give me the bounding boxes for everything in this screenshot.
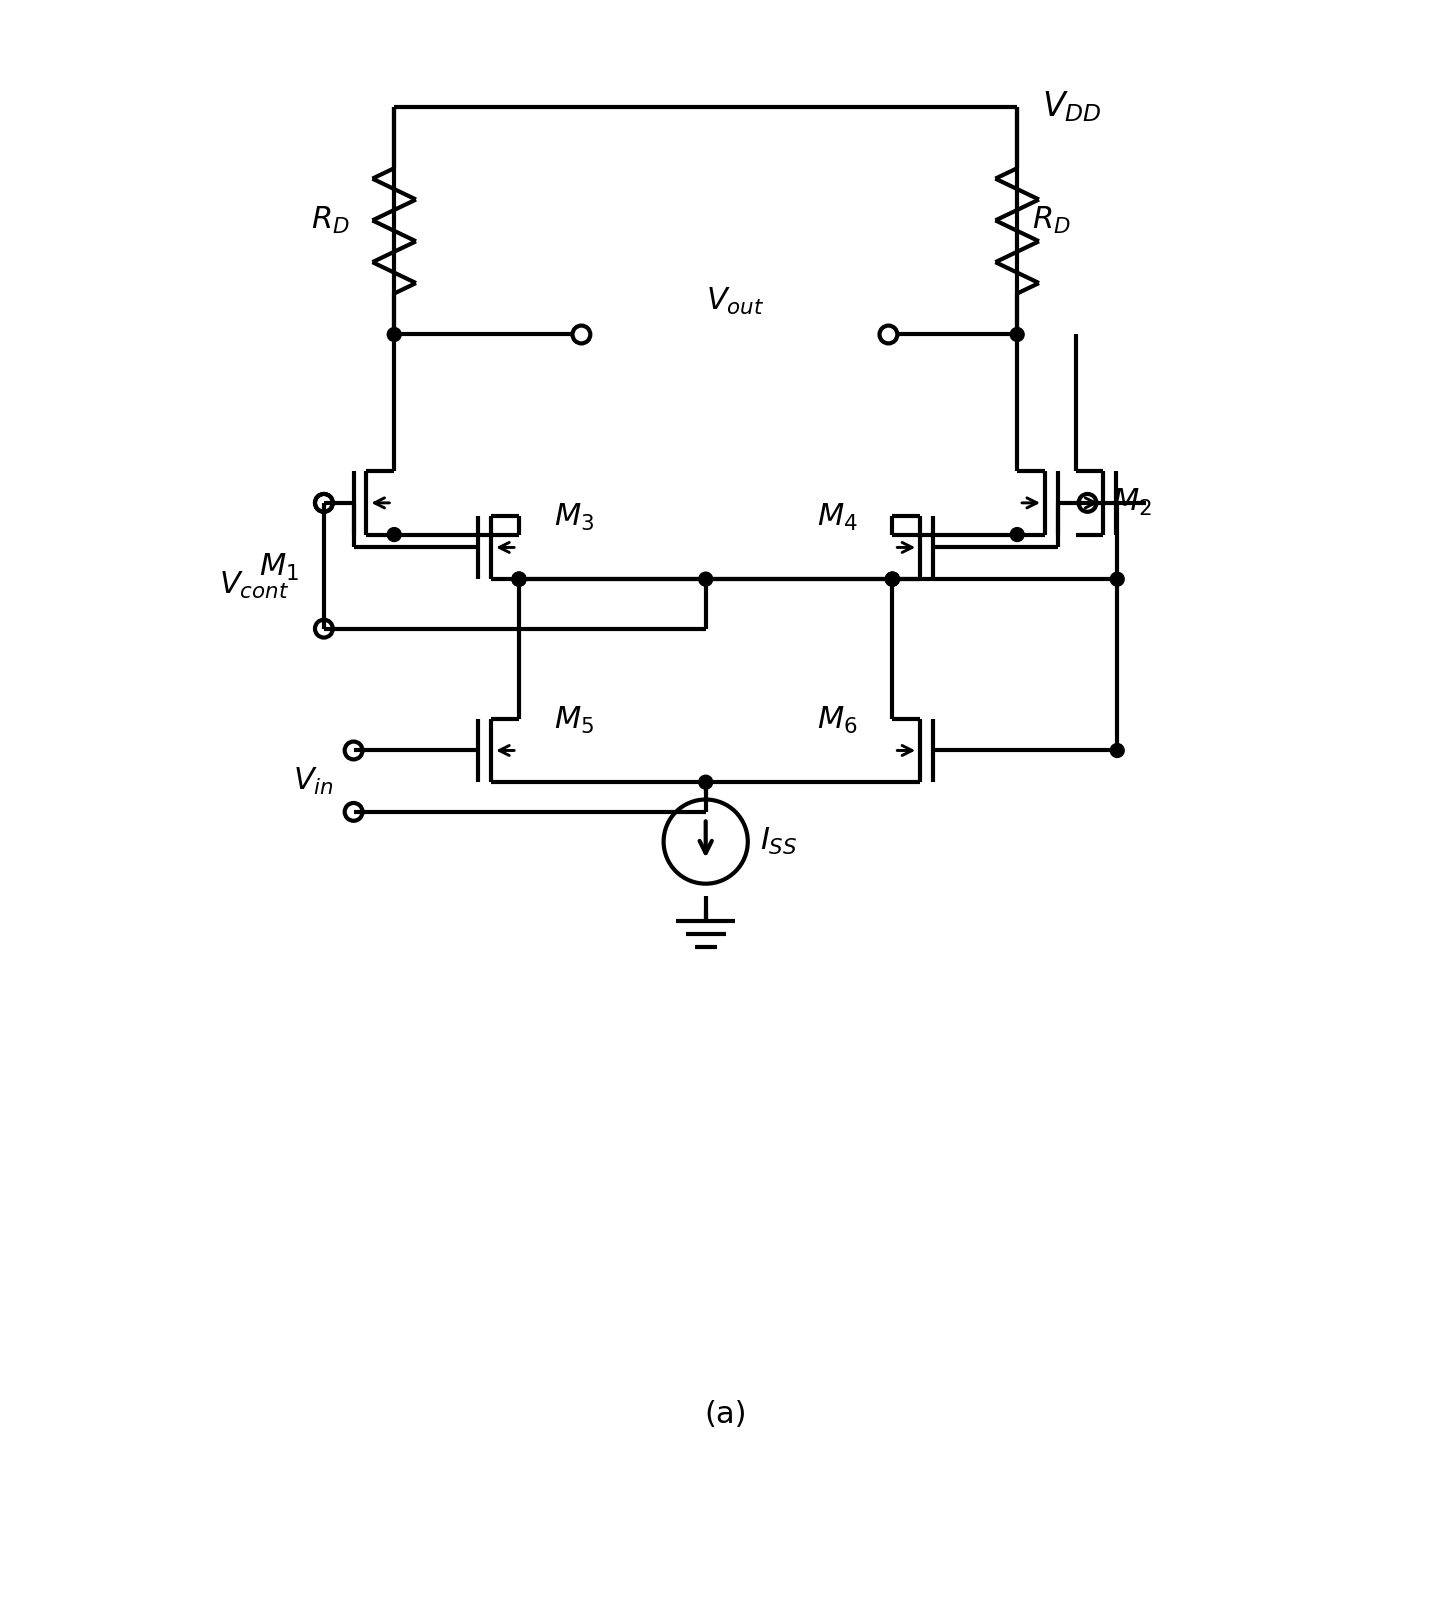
Text: $V_{DD}$: $V_{DD}$: [1043, 90, 1102, 125]
Text: $V_{in}$: $V_{in}$: [293, 766, 334, 797]
Circle shape: [886, 573, 899, 586]
Text: $R_D$: $R_D$: [311, 205, 350, 237]
Text: $M_3$: $M_3$: [553, 501, 594, 533]
Text: $M_5$: $M_5$: [553, 704, 594, 736]
Circle shape: [1111, 573, 1124, 586]
Text: $M_4$: $M_4$: [817, 501, 858, 533]
Circle shape: [513, 573, 526, 586]
Text: $V_{cont}$: $V_{cont}$: [219, 570, 289, 602]
Text: (a): (a): [704, 1400, 748, 1429]
Text: $R_D$: $R_D$: [1032, 205, 1070, 237]
Circle shape: [388, 528, 401, 541]
Text: $M_6$: $M_6$: [817, 704, 858, 736]
Text: $M_2$: $M_2$: [1112, 488, 1151, 518]
Circle shape: [886, 573, 899, 586]
Circle shape: [698, 573, 713, 586]
Circle shape: [886, 573, 899, 586]
Circle shape: [1011, 328, 1024, 341]
Circle shape: [513, 573, 526, 586]
Circle shape: [698, 776, 713, 789]
Circle shape: [1011, 528, 1024, 541]
Circle shape: [513, 573, 526, 586]
Circle shape: [388, 328, 401, 341]
Text: $I_{SS}$: $I_{SS}$: [761, 826, 797, 858]
Text: $M_1$: $M_1$: [260, 552, 299, 582]
Circle shape: [1111, 744, 1124, 757]
Text: $V_{out}$: $V_{out}$: [706, 285, 764, 317]
